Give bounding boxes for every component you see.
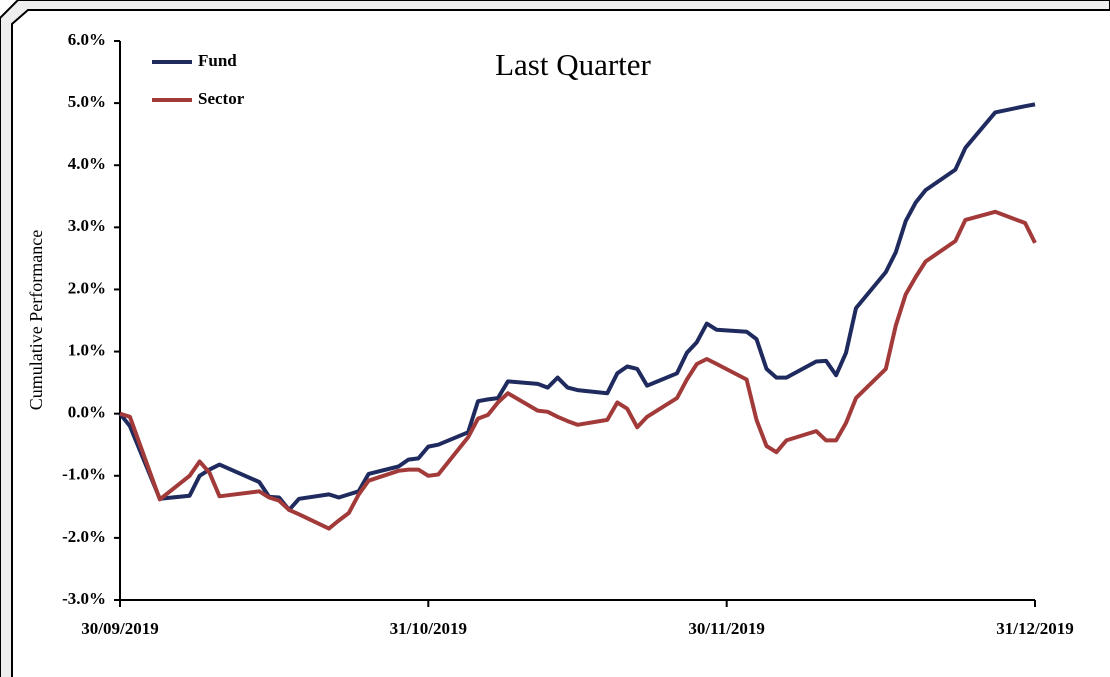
y-tick-label: 5.0% xyxy=(68,92,106,111)
y-tick-label: 6.0% xyxy=(68,30,106,49)
legend-label: Fund xyxy=(198,51,237,70)
x-tick-label: 31/12/2019 xyxy=(996,619,1073,638)
y-tick-label: -1.0% xyxy=(62,465,106,484)
y-axis-label: Cumulative Performance xyxy=(26,230,46,410)
series-line xyxy=(118,102,1036,512)
x-tick-label: 31/10/2019 xyxy=(390,619,467,638)
y-tick-label: -2.0% xyxy=(62,527,106,546)
chart-title: Last Quarter xyxy=(495,47,651,82)
x-tick-label: 30/11/2019 xyxy=(688,619,765,638)
series-line xyxy=(119,209,1037,531)
legend-label: Sector xyxy=(198,89,245,108)
y-tick-label: -3.0% xyxy=(62,589,106,608)
y-tick-label: 1.0% xyxy=(68,340,106,359)
y-tick-label: 3.0% xyxy=(68,216,106,235)
x-tick-label: 30/09/2019 xyxy=(81,619,158,638)
y-tick-label: 0.0% xyxy=(68,403,106,422)
y-tick-label: 4.0% xyxy=(68,154,106,173)
y-tick-label: 2.0% xyxy=(68,278,106,297)
